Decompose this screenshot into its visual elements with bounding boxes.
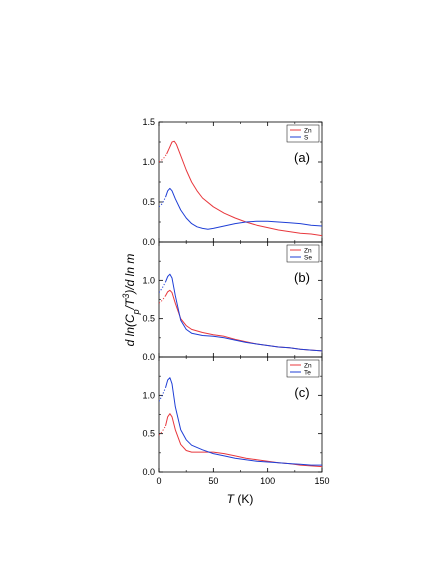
panel-label: (a) — [294, 150, 310, 165]
y-tick-label: 1.5 — [142, 117, 155, 127]
legend-box — [286, 124, 320, 143]
x-tick-label: 0 — [156, 476, 161, 486]
panel-label: (c) — [294, 385, 309, 400]
y-axis-title: d ln(Cp/T3)/d ln m — [121, 254, 141, 347]
x-tick-label: 100 — [260, 476, 275, 486]
legend-label-se: Se — [304, 254, 312, 261]
legend-box — [286, 244, 320, 263]
y-tick-label: 0.5 — [142, 197, 155, 207]
y-tick-label: 0.5 — [142, 429, 155, 439]
series-extrapolation-zn — [159, 425, 166, 436]
y-tick-label: 0.5 — [142, 314, 155, 324]
series-line-zn — [166, 140, 322, 237]
legend-label-te: Te — [304, 369, 311, 376]
series-line-s — [165, 187, 322, 230]
series-extrapolation-se — [159, 281, 166, 293]
series-line-se — [165, 273, 322, 352]
y-tick-label: 1.0 — [142, 275, 155, 285]
legend-label-s: S — [304, 134, 309, 141]
legend-label-zn: Zn — [304, 247, 312, 254]
y-tick-label: 0.0 — [142, 352, 155, 362]
y-tick-label: 0.0 — [142, 467, 155, 477]
legend-label-zn: Zn — [304, 127, 312, 134]
y-tick-label: 1.0 — [142, 390, 155, 400]
y-tick-label: 1.0 — [142, 157, 155, 167]
panel-1: 0.0 0.5 1.0 1.5 ZnS (a) — [142, 117, 323, 247]
legend-label-zn: Zn — [304, 362, 312, 369]
series-extrapolation-zn — [159, 153, 168, 163]
legend-box — [286, 359, 320, 378]
series-line-zn — [165, 413, 322, 468]
series-extrapolation-s — [159, 196, 166, 208]
x-tick-label: 150 — [314, 476, 329, 486]
x-axis-title: T (K) — [227, 492, 254, 506]
x-tick-label: 50 — [208, 476, 218, 486]
series-extrapolation-te — [159, 387, 166, 402]
series-line-te — [165, 377, 322, 466]
y-tick-label: 0.0 — [142, 237, 155, 247]
panel-label: (b) — [294, 270, 310, 285]
